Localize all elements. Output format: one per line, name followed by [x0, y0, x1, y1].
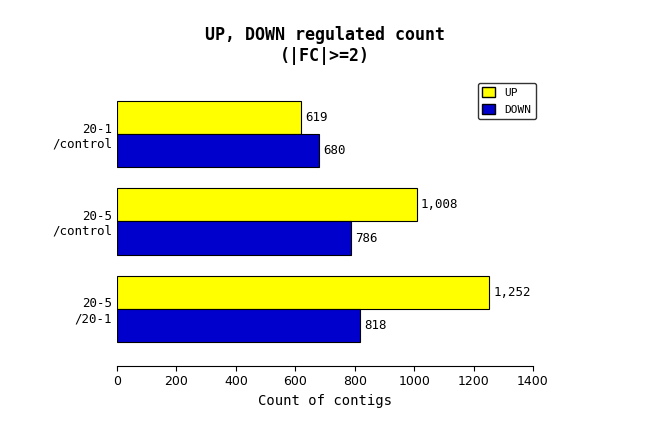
- Bar: [117, 309, 360, 342]
- Text: 1,008: 1,008: [421, 198, 458, 212]
- Text: 1,252: 1,252: [493, 286, 531, 299]
- Bar: [117, 276, 489, 309]
- Text: 619: 619: [306, 111, 328, 124]
- Bar: [117, 101, 301, 134]
- Title: UP, DOWN regulated count
(|FC|>=2): UP, DOWN regulated count (|FC|>=2): [205, 26, 445, 65]
- Bar: [117, 221, 350, 255]
- Bar: [117, 134, 319, 167]
- X-axis label: Count of contigs: Count of contigs: [258, 394, 392, 408]
- Bar: [117, 188, 417, 221]
- Text: 818: 818: [365, 319, 387, 332]
- Legend: UP, DOWN: UP, DOWN: [478, 83, 536, 119]
- Text: 786: 786: [355, 231, 378, 245]
- Text: 680: 680: [324, 144, 346, 157]
